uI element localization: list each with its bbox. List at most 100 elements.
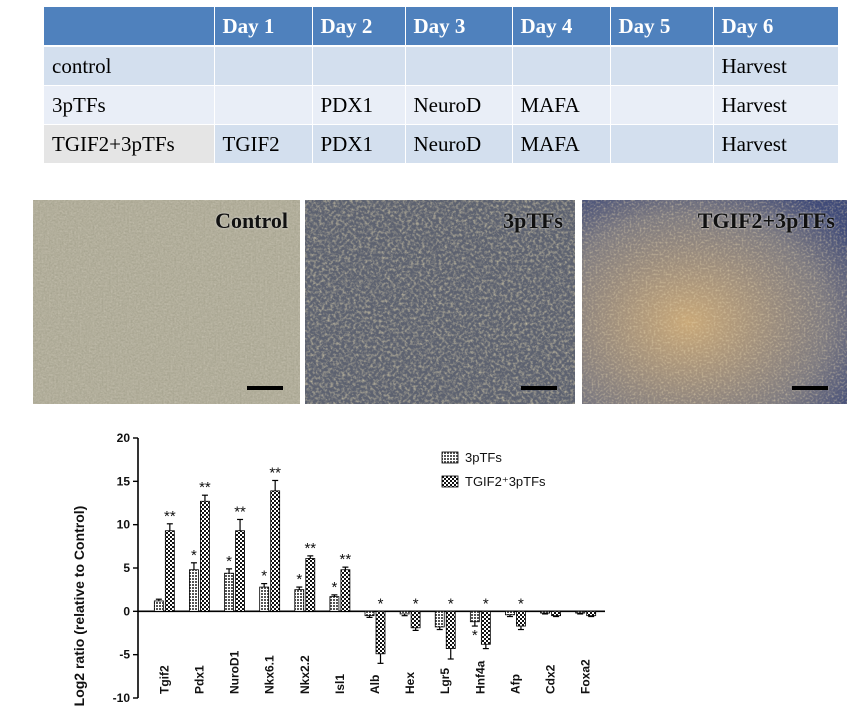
y-axis-label: Log2 ratio (relative to Control) xyxy=(71,506,87,707)
micrograph-control-image xyxy=(33,200,300,404)
y-tick-label: 15 xyxy=(117,474,131,488)
significance-marker: ** xyxy=(340,551,352,568)
scale-bar xyxy=(792,386,828,390)
table-cell xyxy=(610,85,714,125)
micrograph-tgif2-3ptfs-image xyxy=(582,200,847,404)
bar-tgif2-3ptfs xyxy=(164,530,175,612)
y-tick-label: 20 xyxy=(117,431,131,445)
table-cell xyxy=(610,124,714,164)
significance-marker: * xyxy=(483,595,489,612)
header-cell-day-3: Day 3 xyxy=(405,7,513,47)
bar-tgif2-3ptfs xyxy=(375,610,386,655)
expression-bar-chart: Log2 ratio (relative to Control) -10 -5 0 5… xyxy=(71,431,605,707)
table-cell xyxy=(405,46,513,86)
x-tick-label: Tgif2 xyxy=(157,665,171,694)
y-tick-label: 10 xyxy=(117,518,131,532)
significance-marker: * xyxy=(191,547,197,564)
table-cell xyxy=(214,85,313,125)
bar-3ptfs xyxy=(575,610,586,614)
bar-3ptfs xyxy=(294,589,305,612)
y-tick-label: 5 xyxy=(123,561,130,575)
significance-marker: * xyxy=(331,579,337,596)
significance-marker: * xyxy=(448,595,454,612)
micrograph-3ptfs-image xyxy=(305,200,575,404)
header-cell-blank xyxy=(44,7,215,47)
legend-label: TGIF2⁺3pTFs xyxy=(465,474,546,489)
table-cell: control xyxy=(44,46,215,86)
bar-3ptfs xyxy=(505,610,515,616)
bar-tgif2-3ptfs xyxy=(410,610,421,629)
micrograph-label-3ptfs: 3pTFs xyxy=(503,208,563,233)
y-tick-label: -10 xyxy=(113,691,131,705)
legend-label: 3pTFs xyxy=(465,450,502,465)
table-cell xyxy=(610,46,714,86)
table-row: control Harvest xyxy=(44,46,839,86)
treatment-schedule-table: Day 1 Day 2 Day 3 Day 4 Day 5 Day 6 cont… xyxy=(44,7,839,164)
significance-marker: * xyxy=(261,568,267,585)
legend-swatch xyxy=(441,475,459,488)
scale-bar xyxy=(247,386,283,390)
x-tick-label: Nkx2.2 xyxy=(298,655,312,694)
header-cell-day-2: Day 2 xyxy=(312,7,406,47)
x-tick-label: Nkx6.1 xyxy=(263,655,277,694)
significance-marker: ** xyxy=(164,508,176,525)
bar-3ptfs xyxy=(399,610,410,615)
header-cell-day-4: Day 4 xyxy=(512,7,611,47)
bar-tgif2-3ptfs xyxy=(340,569,351,612)
micrograph-control: Control xyxy=(33,200,300,404)
y-tick-label: 0 xyxy=(123,604,130,618)
bar-3ptfs xyxy=(189,569,199,612)
micrograph-3ptfs: 3pTFs xyxy=(305,200,575,404)
bar-tgif2-3ptfs xyxy=(480,610,491,645)
x-tick-label: Alb xyxy=(368,675,382,694)
bar-3ptfs xyxy=(224,572,234,612)
table-header-row: Day 1 Day 2 Day 3 Day 4 Day 5 Day 6 xyxy=(44,7,839,47)
x-tick-label: Cdx2 xyxy=(544,664,558,694)
bar-tgif2-3ptfs xyxy=(200,500,210,612)
significance-marker: ** xyxy=(304,540,316,557)
bar-tgif2-3ptfs xyxy=(235,530,245,612)
significance-marker: * xyxy=(296,571,302,588)
significance-marker: * xyxy=(226,553,232,570)
table-cell: PDX1 xyxy=(312,124,406,164)
bar-tgif2-3ptfs xyxy=(586,610,597,617)
x-tick-label: Pdx1 xyxy=(192,665,206,694)
x-tick-label: Hnf4a xyxy=(473,660,487,694)
x-tick-label: NuroD1 xyxy=(228,650,242,694)
table-cell: Harvest xyxy=(713,124,839,164)
table-cell: MAFA xyxy=(512,85,611,125)
significance-marker: ** xyxy=(199,479,211,496)
significance-marker: ** xyxy=(234,503,246,520)
bar-3ptfs xyxy=(259,586,270,612)
bar-tgif2-3ptfs xyxy=(270,490,281,612)
table-cell xyxy=(512,46,611,86)
bar-tgif2-3ptfs xyxy=(516,610,526,627)
table-cell: 3pTFs xyxy=(44,85,215,125)
micrograph-label-tgif2-3ptfs: TGIF2+3pTFs xyxy=(697,208,835,233)
bar-3ptfs xyxy=(329,596,340,612)
significance-marker: ** xyxy=(269,464,281,481)
header-cell-day-5: Day 5 xyxy=(610,7,714,47)
table-row: TGIF2+3pTFs TGIF2 PDX1 NeuroD MAFA Harve… xyxy=(44,124,839,164)
table-cell: TGIF2 xyxy=(214,124,313,164)
significance-marker: * xyxy=(378,595,384,612)
significance-marker: * xyxy=(413,595,419,612)
bar-3ptfs xyxy=(540,610,550,614)
table-cell: MAFA xyxy=(512,124,611,164)
table-cell xyxy=(214,46,313,86)
header-cell-day-1: Day 1 xyxy=(214,7,313,47)
bar-tgif2-3ptfs xyxy=(551,610,561,617)
table-cell: TGIF2+3pTFs xyxy=(44,124,215,164)
table-cell: NeuroD xyxy=(405,85,513,125)
legend-swatch xyxy=(441,451,459,464)
bar-tgif2-3ptfs xyxy=(305,558,316,612)
x-tick-label: Foxa2 xyxy=(579,659,593,694)
table-cell: Harvest xyxy=(713,85,839,125)
bar-3ptfs xyxy=(434,610,445,628)
micrograph-tgif2-3ptfs: TGIF2+3pTFs xyxy=(582,200,847,404)
table-cell xyxy=(312,46,406,86)
significance-marker: * xyxy=(518,595,524,612)
table-cell: Harvest xyxy=(713,46,839,86)
x-tick-label: Lgr5 xyxy=(438,668,452,694)
bar-3ptfs xyxy=(153,600,164,612)
